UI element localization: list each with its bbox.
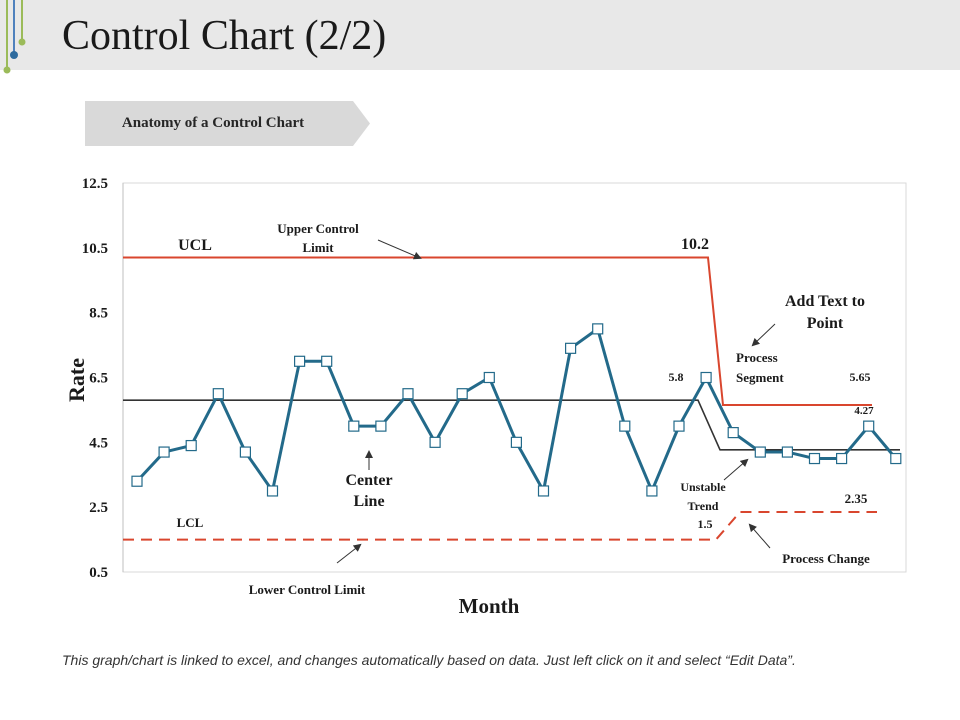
series-line [135,327,897,493]
add-text-arrow [751,323,776,347]
upper-control-limit-arrow [377,239,422,260]
ucl-value-label: 5.65 [850,370,871,384]
axes-layer [122,182,907,573]
lcl-line [123,511,877,541]
data-point [808,452,821,465]
labels-layer: 12.5 10.5 8.5 6.5 4.5 2.5 0.5 Rate Month UCL LCL Up… [64,176,874,618]
subtitle-tag: Anatomy of a Control Chart [85,101,370,146]
data-point [185,439,197,452]
data-point [483,371,495,384]
data-point [212,388,224,400]
data-point [158,446,170,458]
control-chart: 12.5 10.5 8.5 6.5 4.5 2.5 0.5 Rate Month UCL LCL Up… [64,176,907,618]
data-point [429,436,441,448]
data-point [781,446,794,458]
markers-layer [131,323,902,497]
unstable-trend-label: Unstable [680,480,726,494]
lower-control-limit-label: Lower Control Limit [249,582,366,597]
center-value-label: 4.27 [854,405,874,417]
subtitle-tag-shape [85,101,370,146]
data-point [646,485,658,497]
ucl-value-label: 10.2 [681,236,709,253]
y-tick-label: 10.5 [82,241,108,257]
ucl-label: UCL [178,237,212,254]
lcl-value-label: 2.35 [845,491,868,506]
footnote: This graph/chart is linked to excel, and… [62,652,796,668]
upper-control-limit-label: Limit [302,240,334,255]
y-tick-label: 2.5 [89,500,108,516]
data-point [131,475,143,487]
subtitle-text: Anatomy of a Control Chart [121,115,305,131]
y-tick-label: 4.5 [89,435,108,451]
process-change-arrow [748,523,771,549]
data-point [673,420,685,432]
data-point [348,420,360,432]
x-axis-title: Month [459,594,520,618]
lcl-label: LCL [177,515,204,530]
lines-layer [123,256,900,541]
y-tick-label: 6.5 [89,371,108,387]
add-text-label: Point [807,315,844,332]
data-point [564,342,577,354]
y-tick-label: 8.5 [89,306,108,322]
y-axis-title: Rate [64,358,89,402]
y-tick-label: 12.5 [82,176,108,192]
data-point [890,452,902,465]
data-point [700,371,712,384]
data-point [239,446,251,458]
center-line-label: Line [353,493,384,510]
data-point [294,355,306,367]
upper-control-limit-label: Upper Control [277,221,359,236]
data-point [754,446,766,458]
center-line-label: Center [345,472,392,489]
data-point [375,420,387,432]
process-segment-label: Segment [736,370,784,385]
lower-control-limit-arrow [336,543,362,564]
data-point [727,427,739,439]
page-title: Control Chart (2/2) [62,13,387,59]
data-point [510,436,522,448]
data-point [592,323,604,335]
data-point [619,420,631,432]
data-point [402,388,414,400]
process-segment-label: Process [736,350,778,365]
data-point [456,388,468,400]
unstable-trend-arrow [723,458,749,481]
decorative-pins-icon [3,0,26,74]
data-point [835,452,848,465]
data-point [863,420,875,432]
header-band [0,0,960,70]
lcl-value-label: 1.5 [698,517,713,531]
y-tick-label: 0.5 [89,565,108,581]
data-point [266,485,279,497]
plot-frame [122,182,907,573]
add-text-label: Add Text to [785,293,865,310]
data-point [321,355,333,367]
data-point [537,485,550,497]
unstable-trend-label: Trend [688,499,719,513]
process-change-label: Process Change [782,551,870,566]
center-value-label: 5.8 [669,370,684,384]
